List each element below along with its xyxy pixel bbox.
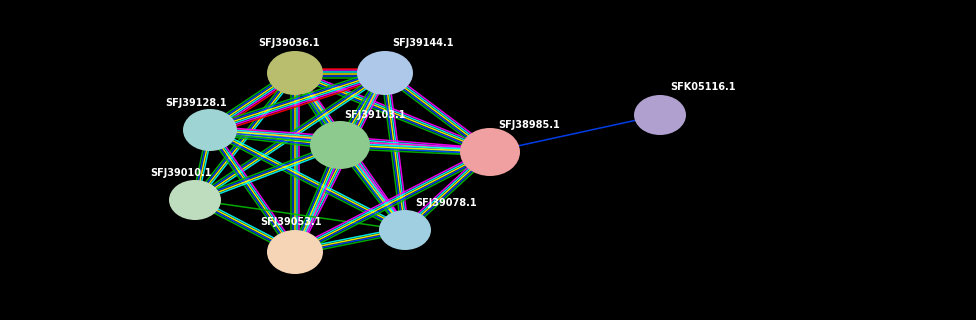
Text: SFJ39036.1: SFJ39036.1 [258, 38, 319, 48]
Ellipse shape [634, 95, 686, 135]
Ellipse shape [183, 109, 237, 151]
Text: SFJ39128.1: SFJ39128.1 [165, 98, 226, 108]
Text: SFJ39010.1: SFJ39010.1 [150, 168, 212, 178]
Ellipse shape [310, 121, 370, 169]
Text: SFK05116.1: SFK05116.1 [670, 82, 736, 92]
Ellipse shape [379, 210, 431, 250]
Text: SFJ39078.1: SFJ39078.1 [415, 198, 476, 208]
Text: SFJ39144.1: SFJ39144.1 [392, 38, 454, 48]
Ellipse shape [357, 51, 413, 95]
Ellipse shape [460, 128, 520, 176]
Text: SFJ39053.1: SFJ39053.1 [260, 217, 321, 227]
Ellipse shape [267, 51, 323, 95]
Text: SFJ38985.1: SFJ38985.1 [498, 120, 560, 130]
Ellipse shape [169, 180, 221, 220]
Ellipse shape [267, 230, 323, 274]
Text: SFJ39103.1: SFJ39103.1 [344, 110, 405, 120]
